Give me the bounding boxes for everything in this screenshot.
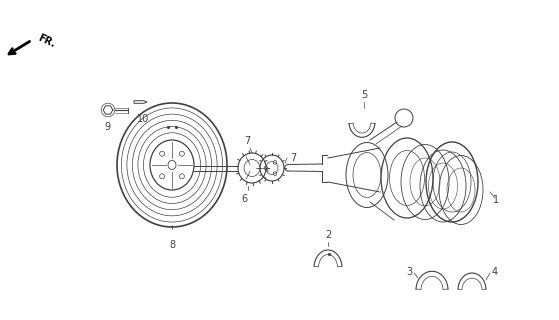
Text: 6: 6 — [241, 194, 247, 204]
Text: 3: 3 — [406, 267, 412, 277]
Text: 7: 7 — [244, 136, 250, 146]
Text: 8: 8 — [169, 240, 175, 250]
Text: 9: 9 — [104, 122, 110, 132]
Text: 5: 5 — [361, 90, 367, 100]
Text: 10: 10 — [137, 114, 149, 124]
Text: 1: 1 — [493, 195, 499, 205]
Text: 4: 4 — [492, 267, 498, 277]
Text: 2: 2 — [325, 230, 331, 240]
Text: 7: 7 — [290, 153, 296, 163]
Text: FR.: FR. — [36, 33, 56, 49]
